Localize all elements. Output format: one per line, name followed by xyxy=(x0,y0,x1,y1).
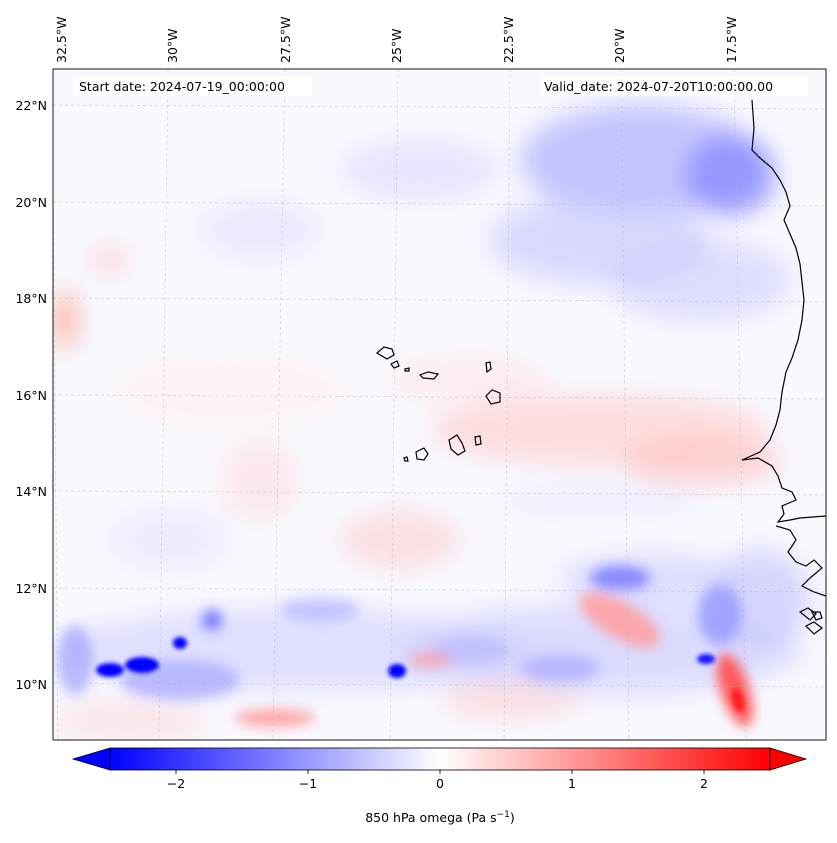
cape-verde-boa-vista xyxy=(485,389,501,405)
cape-verde-sao-vicente xyxy=(390,360,400,369)
cape-verde-santa-luzia xyxy=(404,367,410,372)
omega-field-extremes xyxy=(96,637,745,712)
longitude-labels: 32.5°W 30°W 27.5°W 25°W 22.5°W 20°W 17.5… xyxy=(54,17,739,63)
lon-label: 20°W xyxy=(612,28,627,63)
lat-label: 16°N xyxy=(15,388,47,403)
cape-verde-fogo xyxy=(415,447,429,461)
lon-label: 30°W xyxy=(165,28,180,63)
colorbar-max-extend xyxy=(769,747,808,771)
lat-label: 10°N xyxy=(15,677,47,692)
colorbar-tick-label: −2 xyxy=(167,776,185,791)
cape-verde-sal xyxy=(485,361,492,374)
colorbar-ticks: −2 −1 0 1 2 xyxy=(167,770,708,791)
lat-label: 20°N xyxy=(15,195,47,210)
map-panel xyxy=(53,69,826,740)
lon-label: 22.5°W xyxy=(501,17,516,63)
lon-label: 27.5°W xyxy=(278,17,293,63)
colorbar-tick-label: 0 xyxy=(436,776,444,791)
cape-verde-santiago xyxy=(448,434,466,456)
colorbar-min-extend xyxy=(71,747,111,771)
colorbar-tick-label: 1 xyxy=(568,776,576,791)
lon-label: 25°W xyxy=(389,28,404,63)
colorbar: −2 −1 0 1 2 850 hPa omega (Pa s−1) xyxy=(71,747,808,825)
colorbar-label: 850 hPa omega (Pa s−1) xyxy=(365,810,515,825)
colorbar-bar xyxy=(109,747,771,771)
lon-label: 32.5°W xyxy=(54,17,69,63)
cape-verde-brava xyxy=(403,456,409,462)
guinea-islands xyxy=(798,607,823,635)
cape-verde-sao-nicolau xyxy=(418,371,440,380)
colorbar-tick-label: 2 xyxy=(700,776,708,791)
valid-date-label: Valid_date: 2024-07-20T10:00:00.00 xyxy=(544,79,773,94)
map-header: Start date: 2024-07-19_00:00:00 Valid_da… xyxy=(74,76,808,96)
coastlines xyxy=(375,99,826,635)
valid-date-box xyxy=(540,76,808,96)
omega-field-broad xyxy=(53,105,810,740)
map-frame xyxy=(52,68,827,741)
lon-label: 17.5°W xyxy=(724,17,739,63)
colorbar-tick-label: −1 xyxy=(299,776,317,791)
cape-verde-maio xyxy=(474,435,482,446)
lat-label: 18°N xyxy=(15,291,47,306)
start-date-label: Start date: 2024-07-19_00:00:00 xyxy=(79,79,285,94)
lat-label: 22°N xyxy=(15,98,47,113)
lat-label: 14°N xyxy=(15,484,47,499)
start-date-box xyxy=(74,76,312,96)
map-gridlines xyxy=(53,69,826,740)
lat-label: 12°N xyxy=(15,581,47,596)
latitude-labels: 22°N 20°N 18°N 16°N 14°N 12°N 10°N xyxy=(15,98,47,692)
africa-coast-south xyxy=(775,525,826,597)
cape-verde-santo-antao xyxy=(375,346,395,360)
africa-coastline xyxy=(741,99,826,523)
